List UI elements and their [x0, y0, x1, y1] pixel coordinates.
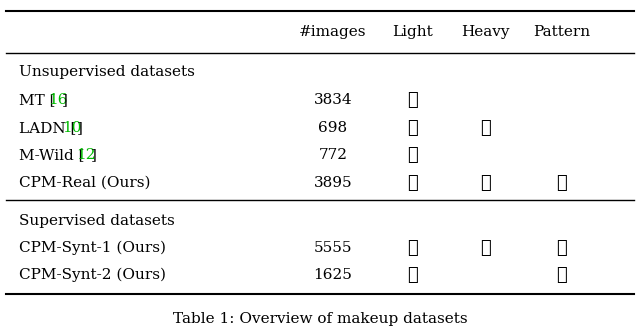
- Text: CPM-Synt-1 (Ours): CPM-Synt-1 (Ours): [19, 241, 166, 255]
- Text: Pattern: Pattern: [533, 25, 591, 39]
- Text: ✓: ✓: [480, 239, 490, 257]
- Text: ✓: ✓: [557, 174, 567, 192]
- Text: 3834: 3834: [314, 93, 352, 107]
- Text: 10: 10: [62, 121, 82, 135]
- Text: ✓: ✓: [480, 174, 490, 192]
- Text: ✓: ✓: [557, 266, 567, 284]
- Text: LADN [: LADN [: [19, 121, 77, 135]
- Text: 698: 698: [318, 121, 348, 135]
- Text: 5555: 5555: [314, 241, 352, 255]
- Text: CPM-Real (Ours): CPM-Real (Ours): [19, 176, 150, 190]
- Text: Heavy: Heavy: [461, 25, 509, 39]
- Text: MT [: MT [: [19, 93, 56, 107]
- Text: ]: ]: [91, 148, 97, 162]
- Text: ✓: ✓: [408, 119, 418, 137]
- Text: ✓: ✓: [408, 239, 418, 257]
- Text: Supervised datasets: Supervised datasets: [19, 214, 175, 228]
- Text: CPM-Synt-2 (Ours): CPM-Synt-2 (Ours): [19, 268, 166, 282]
- Text: Light: Light: [392, 25, 433, 39]
- Text: 1625: 1625: [314, 268, 352, 282]
- Text: Unsupervised datasets: Unsupervised datasets: [19, 65, 195, 79]
- Text: 3895: 3895: [314, 176, 352, 190]
- Text: #images: #images: [299, 25, 367, 39]
- Text: M-Wild [: M-Wild [: [19, 148, 84, 162]
- Text: 12: 12: [77, 148, 96, 162]
- Text: Table 1: Overview of makeup datasets: Table 1: Overview of makeup datasets: [173, 312, 467, 326]
- Text: ✓: ✓: [408, 174, 418, 192]
- Text: ]: ]: [77, 121, 83, 135]
- Text: ]: ]: [62, 93, 68, 107]
- Text: ✓: ✓: [557, 239, 567, 257]
- Text: ✓: ✓: [480, 119, 490, 137]
- Text: 16: 16: [48, 93, 67, 107]
- Text: ✓: ✓: [408, 91, 418, 109]
- Text: ✓: ✓: [408, 266, 418, 284]
- Text: 772: 772: [318, 148, 348, 162]
- Text: ✓: ✓: [408, 146, 418, 164]
